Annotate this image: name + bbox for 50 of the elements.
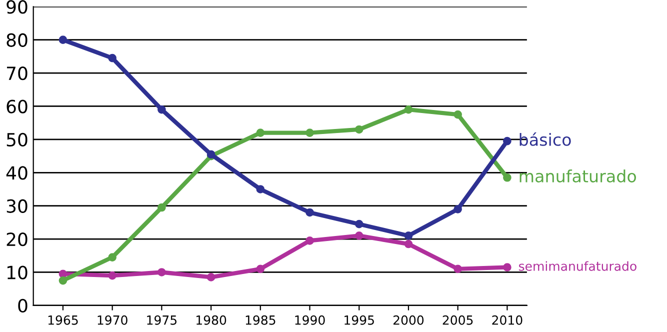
point xyxy=(108,253,116,262)
point xyxy=(404,232,413,240)
y-tick-label: 10 xyxy=(7,266,28,280)
point xyxy=(306,236,314,245)
x-tick-label: 1970 xyxy=(98,315,128,325)
y-tick-label: 30 xyxy=(6,199,28,213)
y-tick-label: 90 xyxy=(6,0,28,14)
point xyxy=(158,268,166,276)
point xyxy=(503,173,512,182)
y-tick-label: 40 xyxy=(6,166,28,180)
point xyxy=(354,232,364,240)
point xyxy=(58,36,68,44)
x-tick-label: 1995 xyxy=(344,315,374,325)
point xyxy=(256,128,265,137)
y-tick-label: 50 xyxy=(6,132,28,147)
y-tick-label: 60 xyxy=(6,100,28,114)
point xyxy=(404,240,413,248)
point xyxy=(354,125,364,134)
point xyxy=(256,185,265,194)
x-tick-label: 2000 xyxy=(393,315,424,325)
point xyxy=(306,208,314,217)
x-tick-label: 1965 xyxy=(48,315,78,325)
point xyxy=(503,136,512,146)
point xyxy=(306,128,314,137)
point xyxy=(158,105,166,114)
x-tick-label: 1980 xyxy=(196,315,226,325)
x-tick-label: 2005 xyxy=(442,315,473,325)
point xyxy=(454,110,462,119)
point xyxy=(256,264,265,274)
y-tick-label: 70 xyxy=(6,66,28,80)
point xyxy=(206,273,216,282)
point xyxy=(108,271,116,280)
y-tick-label: 80 xyxy=(6,33,28,47)
y-tick-label: 20 xyxy=(6,232,28,246)
point xyxy=(108,54,116,62)
point xyxy=(503,263,512,272)
point xyxy=(58,276,68,285)
series-label: manufaturado xyxy=(520,170,636,182)
x-tick-label: 2010 xyxy=(492,315,522,325)
point xyxy=(354,220,364,228)
x-tick-label: 1990 xyxy=(295,315,325,325)
x-tick-label: 1975 xyxy=(147,315,176,325)
series-label: semimanufaturado xyxy=(518,261,636,271)
x-tick-label: 1985 xyxy=(246,315,276,325)
point xyxy=(404,105,413,114)
point xyxy=(454,264,462,274)
series-label: básico xyxy=(520,132,571,146)
y-tick-label: 0 xyxy=(18,298,28,313)
point xyxy=(158,203,166,212)
point xyxy=(454,204,462,214)
